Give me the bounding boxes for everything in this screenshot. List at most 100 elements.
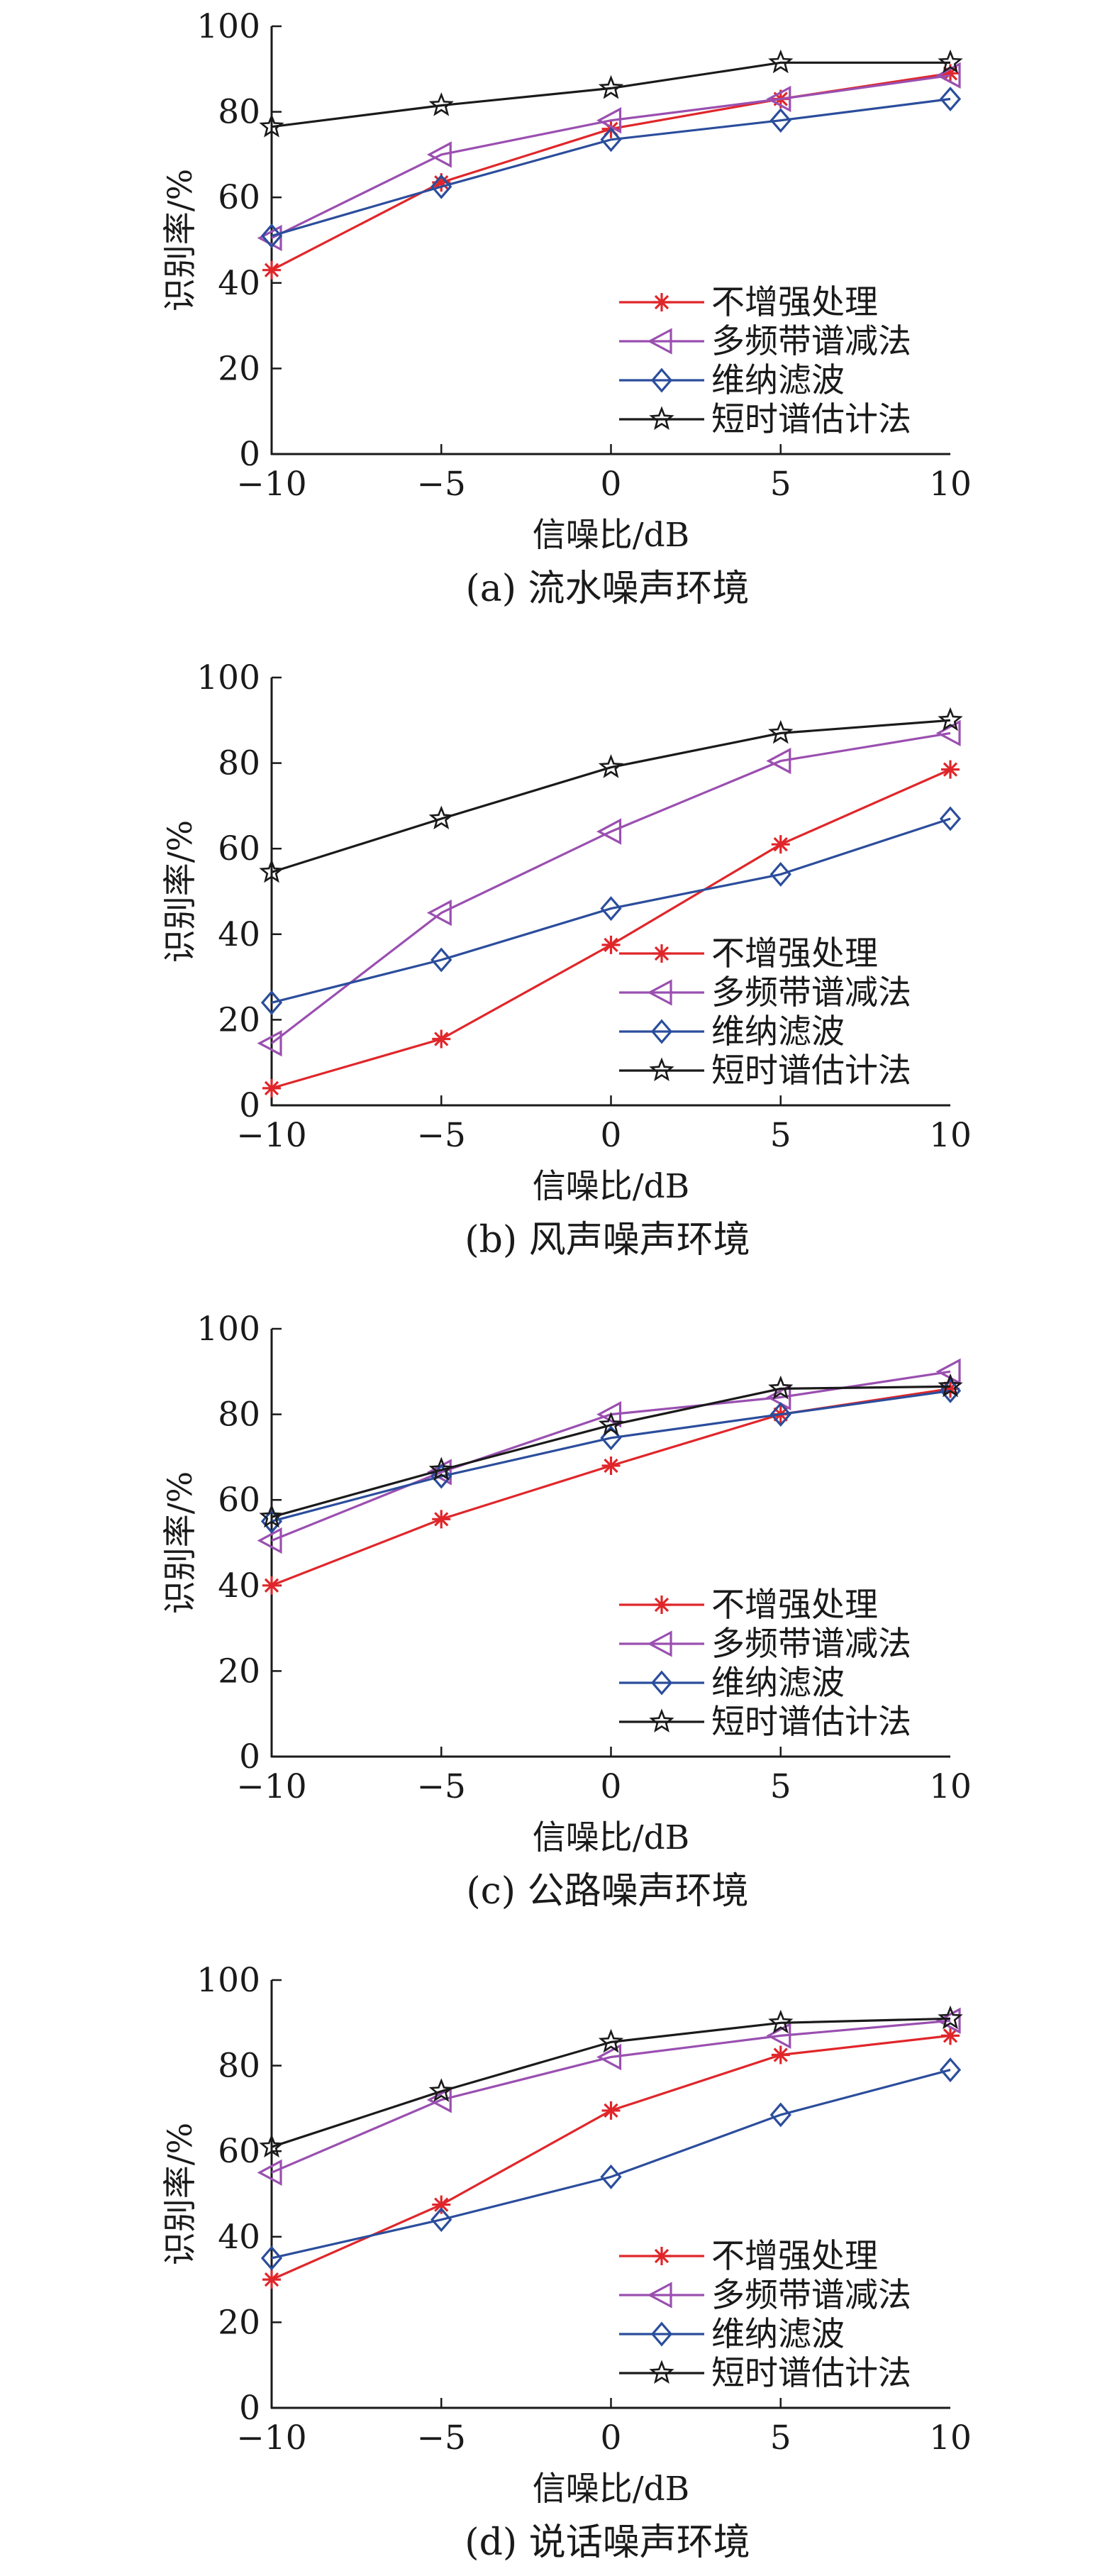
x-tick-label: −10 — [236, 2419, 306, 2458]
data-point-triangle-left — [935, 2007, 961, 2034]
x-tick-label: −5 — [417, 465, 466, 504]
legend-label: 维纳滤波 — [711, 1012, 845, 1051]
series-line-3 — [271, 2069, 951, 2260]
legend-marker-star — [649, 1708, 674, 1732]
data-point-star — [598, 754, 624, 778]
y-tick-label: 60 — [218, 2132, 260, 2171]
data-point-plus — [941, 2026, 960, 2045]
data-point-triangle-left — [596, 106, 622, 134]
y-tick-label: 100 — [196, 7, 260, 46]
data-point-diamond — [260, 990, 283, 1015]
series-line-4 — [271, 1385, 951, 1518]
x-tick-label: 5 — [770, 1116, 791, 1155]
x-tick-label: 5 — [770, 2419, 791, 2458]
data-point-plus — [262, 260, 281, 280]
x-tick-label: −10 — [236, 465, 306, 504]
data-point-diamond — [939, 2057, 962, 2083]
data-point-diamond — [430, 2207, 452, 2233]
x-tick-label: −5 — [417, 1767, 466, 1806]
legend-label: 维纳滤波 — [711, 2315, 845, 2354]
data-point-triangle-left — [257, 1527, 282, 1554]
data-point-diamond — [769, 1402, 791, 1427]
data-point-star — [938, 707, 963, 731]
y-tick-label: 0 — [239, 1737, 260, 1776]
y-axis-title: 识别率/% — [161, 1471, 200, 1615]
y-tick-label: 0 — [239, 2389, 260, 2428]
data-point-star — [259, 2133, 284, 2158]
data-point-triangle-left — [766, 85, 791, 113]
legend-marker-diamond — [650, 1019, 673, 1044]
legend-label: 多频带谱减法 — [711, 2276, 911, 2315]
series-line-3 — [271, 1389, 951, 1522]
data-point-diamond — [260, 223, 283, 248]
data-point-diamond — [260, 2245, 283, 2271]
data-point-triangle-left — [596, 818, 622, 845]
series-line-3 — [271, 817, 951, 1004]
x-axis-title: 信噪比/dB — [533, 1167, 689, 1206]
x-tick-label: −10 — [236, 1116, 306, 1155]
x-axis-title: 信噪比/dB — [533, 516, 689, 555]
series-line-2 — [271, 731, 951, 1044]
legend-marker-plus — [652, 1596, 671, 1614]
x-axis-title: 信噪比/dB — [533, 1818, 689, 1857]
data-point-star — [768, 1375, 794, 1400]
data-point-triangle-left — [596, 2043, 622, 2071]
y-tick-label: 60 — [218, 1481, 260, 1520]
x-tick-label: 0 — [601, 1767, 622, 1806]
legend-label: 短时谱估计法 — [711, 1051, 911, 1090]
data-point-plus — [432, 2195, 451, 2214]
y-tick-label: 20 — [218, 1000, 260, 1039]
data-point-triangle-left — [766, 1383, 791, 1411]
data-point-diamond — [600, 2164, 622, 2189]
data-point-triangle-left — [257, 1029, 282, 1057]
data-point-star — [428, 92, 454, 116]
legend-label: 多频带谱减法 — [711, 1625, 911, 1664]
data-point-star — [428, 2078, 454, 2102]
legend-label: 不增强处理 — [711, 934, 878, 973]
y-tick-label: 0 — [239, 435, 260, 474]
data-point-star — [938, 49, 963, 74]
legend-label: 短时谱估计法 — [711, 400, 911, 439]
x-tick-label: 10 — [929, 465, 972, 504]
legend-marker-star — [649, 2360, 674, 2384]
data-point-star — [598, 1412, 624, 1436]
chart-panel-3: 0 20 40 60 80 100 −10 −5 0 5 10 识别率/% 信噪比/dB (c) 公路噪声… — [161, 1310, 972, 1913]
x-tick-label: −5 — [417, 2419, 466, 2458]
series-line-3 — [271, 97, 951, 238]
y-axis-title: 识别率/% — [161, 2123, 200, 2266]
legend-label: 维纳滤波 — [711, 1664, 845, 1703]
x-tick-label: 10 — [929, 2419, 972, 2458]
panel-caption: (b) 风声噪声环境 — [465, 1219, 750, 1261]
data-point-triangle-left — [426, 899, 452, 927]
legend-marker-triangle-left — [647, 979, 672, 1006]
data-point-star — [768, 2009, 794, 2034]
data-point-plus — [601, 2101, 621, 2120]
data-point-triangle-left — [766, 2022, 791, 2050]
x-tick-label: −5 — [417, 1116, 466, 1155]
x-tick-label: 0 — [601, 465, 622, 504]
data-point-triangle-left — [935, 719, 961, 747]
data-point-diamond — [430, 174, 452, 199]
series-line-4 — [271, 719, 951, 873]
legend-marker-star — [649, 1057, 674, 1081]
data-point-star — [938, 1373, 963, 1398]
series-line-4 — [271, 61, 950, 128]
x-tick-label: 10 — [929, 1116, 972, 1155]
data-point-plus — [262, 1576, 281, 1595]
series-line-1 — [271, 1387, 951, 1587]
data-point-plus — [601, 1456, 621, 1475]
data-point-plus — [432, 173, 451, 192]
legend-label: 不增强处理 — [711, 283, 878, 322]
data-point-triangle-left — [426, 141, 452, 168]
series-line-2 — [271, 2019, 951, 2174]
y-tick-label: 60 — [218, 829, 260, 868]
legend-marker-plus — [652, 944, 671, 963]
y-tick-label: 40 — [218, 1566, 260, 1605]
panel-caption: (d) 说话噪声环境 — [465, 2521, 750, 2564]
chart-panel-1: 0 20 40 60 80 100 −10 −5 0 5 10 识别率/% 信噪比/dB (a) 流水噪声… — [161, 7, 972, 610]
data-point-star — [598, 74, 624, 99]
series-line-1 — [271, 72, 951, 272]
data-point-diamond — [769, 108, 791, 133]
data-point-star — [768, 49, 794, 74]
y-tick-label: 80 — [218, 1395, 260, 1435]
